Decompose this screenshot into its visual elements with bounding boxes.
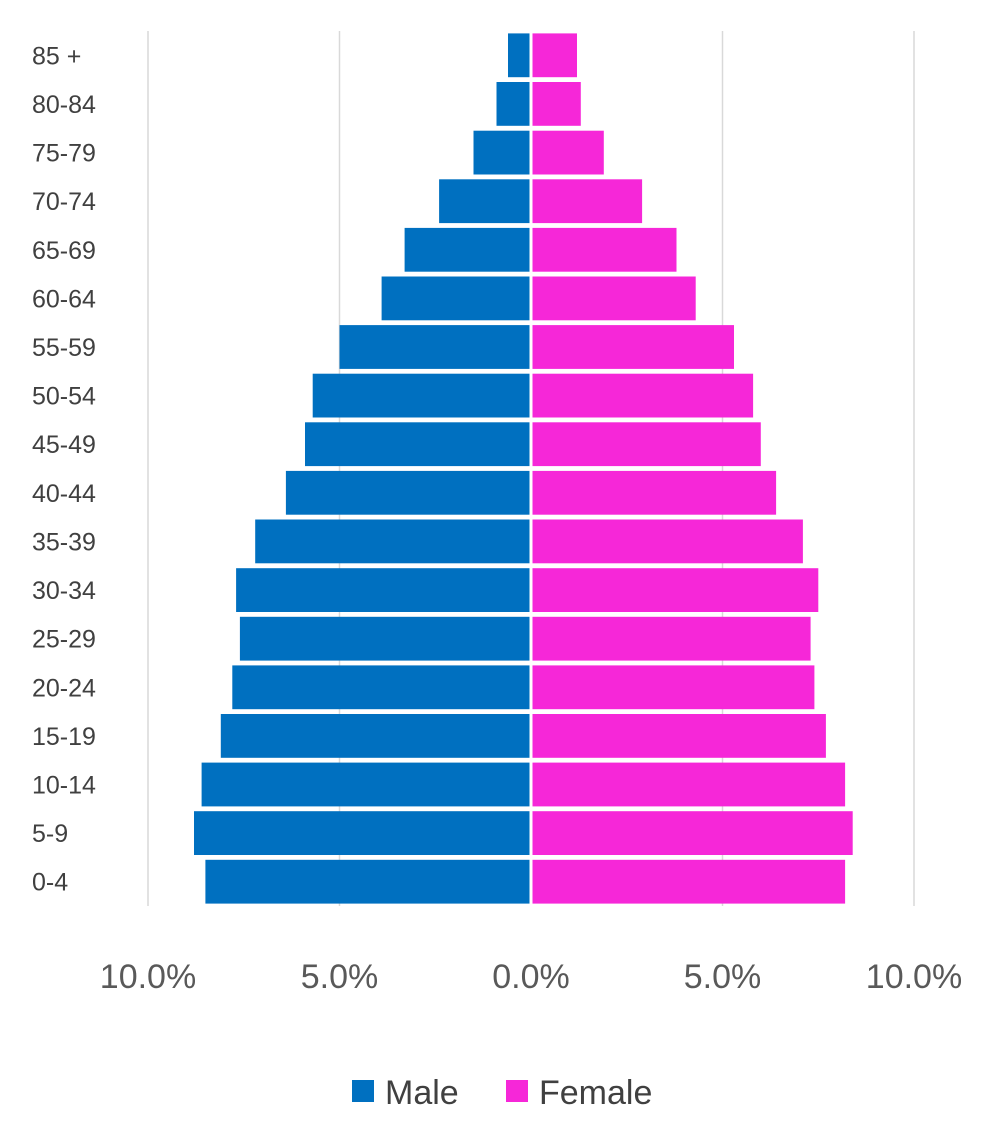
male-bar xyxy=(496,82,531,126)
male-bar xyxy=(473,130,531,175)
female-bar xyxy=(531,616,811,661)
series-male xyxy=(194,33,532,904)
male-bar xyxy=(404,227,531,272)
female-bar xyxy=(531,276,696,321)
age-group-label: 65-69 xyxy=(32,237,96,265)
male-bar xyxy=(194,811,531,855)
female-bar xyxy=(531,714,826,758)
age-group-label: 10-14 xyxy=(32,771,96,799)
female-bar xyxy=(531,33,577,78)
age-group-label: 60-64 xyxy=(32,285,96,313)
age-group-label: 35-39 xyxy=(32,528,96,556)
age-group-label: 50-54 xyxy=(32,383,96,411)
legend-swatch xyxy=(352,1080,374,1102)
male-bar xyxy=(205,859,531,904)
male-bar xyxy=(239,616,531,661)
male-bar xyxy=(255,519,531,564)
age-group-label: 15-19 xyxy=(32,723,96,751)
age-group-label: 80-84 xyxy=(32,91,96,119)
female-bar xyxy=(531,227,677,272)
male-bar xyxy=(439,179,531,224)
series-female xyxy=(531,33,853,904)
male-bar xyxy=(339,325,531,369)
female-bar xyxy=(531,568,819,612)
x-tick-label: 0.0% xyxy=(492,958,570,996)
legend-item-female: Female xyxy=(506,1074,652,1112)
female-bar xyxy=(531,762,846,807)
female-bar xyxy=(531,325,734,369)
age-group-label: 20-24 xyxy=(32,674,96,702)
male-bar xyxy=(305,422,531,467)
male-bar xyxy=(381,276,531,321)
gridlines xyxy=(147,31,915,906)
age-group-label: 55-59 xyxy=(32,334,96,362)
x-tick-label: 10.0% xyxy=(866,958,962,996)
female-bar xyxy=(531,859,846,904)
legend-item-male: Male xyxy=(352,1074,459,1112)
female-bar xyxy=(531,470,777,515)
female-bar xyxy=(531,179,643,224)
female-bar xyxy=(531,82,581,126)
age-group-label: 25-29 xyxy=(32,626,96,654)
age-group-label: 30-34 xyxy=(32,577,96,605)
male-bar xyxy=(312,373,531,418)
female-bar xyxy=(531,373,754,418)
x-axis-tick-labels: 10.0% 5.0% 0.0% 5.0% 10.0% xyxy=(100,958,962,996)
age-group-label: 75-79 xyxy=(32,140,96,168)
age-group-label: 45-49 xyxy=(32,431,96,459)
age-group-labels: 0-4 5-9 10-14 15-19 20-24 25-29 30-34 35-39 40-4… xyxy=(32,42,96,896)
female-bar xyxy=(531,422,761,467)
age-group-label: 5-9 xyxy=(32,820,68,848)
x-tick-label: 5.0% xyxy=(684,958,762,996)
age-group-label: 40-44 xyxy=(32,480,96,508)
age-group-label: 0-4 xyxy=(32,869,68,897)
legend-label: Female xyxy=(539,1074,652,1112)
male-bar xyxy=(201,762,531,807)
male-bar xyxy=(220,714,532,758)
male-bar xyxy=(508,33,531,78)
bars xyxy=(194,33,853,904)
male-bar xyxy=(232,665,532,710)
female-bar xyxy=(531,665,815,710)
age-group-label: 85 + xyxy=(32,42,81,70)
x-tick-label: 5.0% xyxy=(301,958,379,996)
legend: Male Female xyxy=(352,1074,652,1112)
legend-swatch xyxy=(506,1080,528,1102)
female-bar xyxy=(531,519,803,564)
female-bar xyxy=(531,130,604,175)
x-tick-label: 10.0% xyxy=(100,958,196,996)
male-bar xyxy=(236,568,531,612)
legend-label: Male xyxy=(385,1074,459,1112)
age-group-label: 70-74 xyxy=(32,188,96,216)
female-bar xyxy=(531,811,853,855)
male-bar xyxy=(285,470,531,515)
